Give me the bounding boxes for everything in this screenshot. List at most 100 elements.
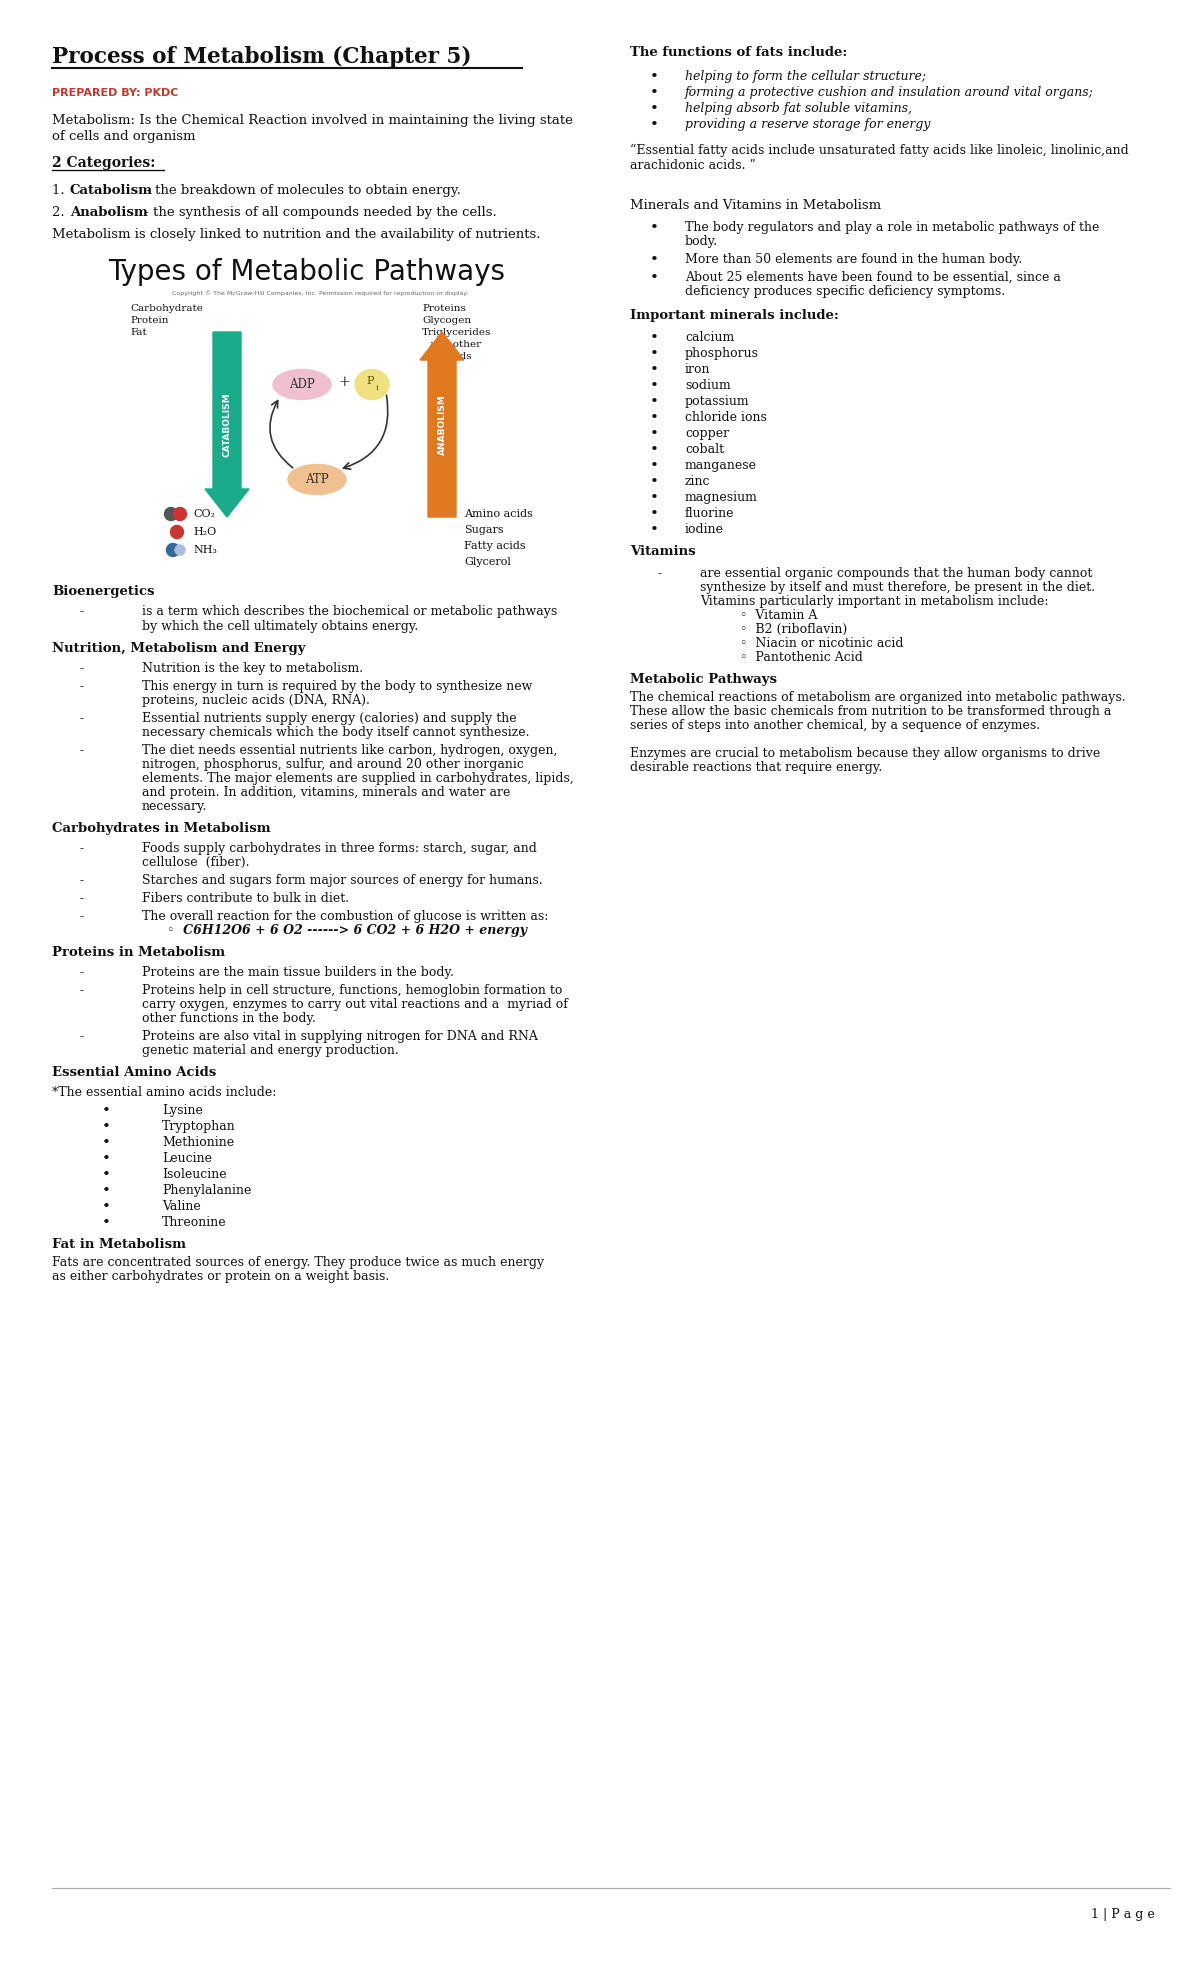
Text: •: • (650, 474, 659, 488)
Text: Fat in Metabolism: Fat in Metabolism (52, 1239, 186, 1251)
Text: 1 | P a g e: 1 | P a g e (1091, 1909, 1154, 1921)
Text: are essential organic compounds that the human body cannot: are essential organic compounds that the… (700, 567, 1092, 581)
Text: Types of Metabolic Pathways: Types of Metabolic Pathways (108, 259, 505, 287)
Text: nitrogen, phosphorus, sulfur, and around 20 other inorganic: nitrogen, phosphorus, sulfur, and around… (142, 759, 524, 771)
Text: -: - (80, 911, 84, 923)
Text: •: • (102, 1120, 110, 1134)
Text: necessary chemicals which the body itself cannot synthesize.: necessary chemicals which the body itsel… (142, 725, 529, 739)
Text: Fatty acids: Fatty acids (464, 541, 526, 551)
Text: -: - (80, 891, 84, 905)
Text: Essential Amino Acids: Essential Amino Acids (52, 1065, 216, 1079)
Text: Catabolism: Catabolism (70, 184, 154, 198)
Text: Enzymes are crucial to metabolism because they allow organisms to drive: Enzymes are crucial to metabolism becaus… (630, 747, 1100, 761)
Text: +: + (338, 375, 350, 389)
Text: Nutrition is the key to metabolism.: Nutrition is the key to metabolism. (142, 662, 364, 676)
Text: Bioenergetics: Bioenergetics (52, 585, 155, 599)
Text: -: - (658, 567, 662, 581)
Text: carry oxygen, enzymes to carry out vital reactions and a  myriad of: carry oxygen, enzymes to carry out vital… (142, 998, 568, 1012)
Text: necessary.: necessary. (142, 800, 208, 812)
Text: -: - (80, 966, 84, 978)
Text: chloride ions: chloride ions (685, 411, 767, 425)
Text: 2.: 2. (52, 206, 68, 219)
Text: •: • (650, 271, 659, 285)
Text: zinc: zinc (685, 474, 710, 488)
Circle shape (174, 508, 186, 520)
Text: cobalt: cobalt (685, 443, 724, 456)
Text: ◦  C6H12O6 + 6 O2 ------> 6 CO2 + 6 H2O + energy: ◦ C6H12O6 + 6 O2 ------> 6 CO2 + 6 H2O +… (167, 925, 527, 937)
Text: lipids: lipids (444, 352, 473, 362)
Text: The functions of fats include:: The functions of fats include: (630, 45, 847, 59)
Text: by which the cell ultimately obtains energy.: by which the cell ultimately obtains ene… (142, 620, 419, 632)
Text: Metabolic Pathways: Metabolic Pathways (630, 674, 778, 686)
Text: H₂O: H₂O (193, 528, 216, 537)
Text: series of steps into another chemical, by a sequence of enzymes.: series of steps into another chemical, b… (630, 719, 1040, 731)
Text: •: • (650, 87, 659, 101)
Text: -: - (80, 873, 84, 887)
Text: Lysine: Lysine (162, 1105, 203, 1116)
Text: •: • (650, 379, 659, 393)
Text: Minerals and Vitamins in Metabolism: Minerals and Vitamins in Metabolism (630, 200, 881, 211)
Circle shape (175, 545, 185, 555)
Text: NH₃: NH₃ (193, 545, 217, 555)
Text: •: • (102, 1152, 110, 1166)
Text: -: - (80, 605, 84, 618)
Text: -: - (80, 1029, 84, 1043)
Text: •: • (650, 490, 659, 506)
Text: manganese: manganese (685, 458, 757, 472)
Text: Triglycerides: Triglycerides (422, 328, 491, 338)
Text: arachidonic acids. ”: arachidonic acids. ” (630, 158, 756, 172)
Text: •: • (102, 1184, 110, 1197)
Text: CATABOLISM: CATABOLISM (222, 391, 232, 456)
Text: sodium: sodium (685, 379, 731, 391)
Text: other functions in the body.: other functions in the body. (142, 1012, 316, 1026)
Text: Protein: Protein (130, 316, 168, 324)
Text: This energy in turn is required by the body to synthesize new: This energy in turn is required by the b… (142, 680, 533, 694)
Text: Isoleucine: Isoleucine (162, 1168, 227, 1182)
Text: •: • (650, 103, 659, 117)
Text: Proteins are the main tissue builders in the body.: Proteins are the main tissue builders in… (142, 966, 454, 978)
Ellipse shape (274, 370, 331, 399)
FancyArrowPatch shape (343, 395, 388, 468)
Text: -: - (80, 680, 84, 694)
FancyArrowPatch shape (270, 401, 293, 468)
Text: Phenylalanine: Phenylalanine (162, 1184, 251, 1197)
Text: •: • (650, 443, 659, 456)
Text: ANABOLISM: ANABOLISM (438, 393, 446, 454)
Text: ◦  Niacin or nicotinic acid: ◦ Niacin or nicotinic acid (740, 636, 904, 650)
Text: Tryptophan: Tryptophan (162, 1120, 235, 1132)
Text: “Essential fatty acids include unsaturated fatty acids like linoleic, linolinic,: “Essential fatty acids include unsaturat… (630, 144, 1129, 158)
Text: Amino acids: Amino acids (464, 510, 533, 520)
Text: Essential nutrients supply energy (calories) and supply the: Essential nutrients supply energy (calor… (142, 711, 517, 725)
Text: CO₂: CO₂ (193, 510, 215, 520)
Text: ◦  B2 (riboflavin): ◦ B2 (riboflavin) (740, 622, 847, 636)
Text: Leucine: Leucine (162, 1152, 212, 1166)
Text: deficiency produces specific deficiency symptoms.: deficiency produces specific deficiency … (685, 285, 1006, 298)
Text: helping to form the cellular structure;: helping to form the cellular structure; (685, 69, 926, 83)
Text: PREPARED BY: PKDC: PREPARED BY: PKDC (52, 89, 179, 99)
Text: •: • (650, 395, 659, 409)
Text: fluorine: fluorine (685, 508, 734, 520)
Text: These allow the basic chemicals from nutrition to be transformed through a: These allow the basic chemicals from nut… (630, 705, 1111, 717)
Text: P: P (366, 377, 373, 387)
Text: Metabolism is closely linked to nutrition and the availability of nutrients.: Metabolism is closely linked to nutritio… (52, 227, 540, 241)
Text: Carbohydrates in Metabolism: Carbohydrates in Metabolism (52, 822, 271, 836)
Text: of cells and organism: of cells and organism (52, 130, 196, 142)
Text: -: - (80, 711, 84, 725)
Text: Fibers contribute to bulk in diet.: Fibers contribute to bulk in diet. (142, 891, 349, 905)
Text: - the synthesis of all compounds needed by the cells.: - the synthesis of all compounds needed … (140, 206, 497, 219)
Text: Vitamins particularly important in metabolism include:: Vitamins particularly important in metab… (700, 595, 1049, 609)
Text: genetic material and energy production.: genetic material and energy production. (142, 1043, 398, 1057)
Text: •: • (650, 411, 659, 425)
Text: -: - (80, 745, 84, 757)
Text: •: • (102, 1168, 110, 1182)
Text: Proteins help in cell structure, functions, hemoglobin formation to: Proteins help in cell structure, functio… (142, 984, 563, 998)
Text: •: • (650, 253, 659, 267)
Text: providing a reserve storage for energy: providing a reserve storage for energy (685, 119, 930, 130)
Text: phosphorus: phosphorus (685, 348, 760, 360)
Text: Metabolism: Is the Chemical Reaction involved in maintaining the living state: Metabolism: Is the Chemical Reaction inv… (52, 115, 572, 126)
Text: Fats are concentrated sources of energy. They produce twice as much energy: Fats are concentrated sources of energy.… (52, 1257, 544, 1269)
Text: More than 50 elements are found in the human body.: More than 50 elements are found in the h… (685, 253, 1022, 267)
Text: About 25 elements have been found to be essential, since a: About 25 elements have been found to be … (685, 271, 1061, 285)
Text: body.: body. (685, 235, 718, 249)
Text: The body regulators and play a role in metabolic pathways of the: The body regulators and play a role in m… (685, 221, 1099, 233)
